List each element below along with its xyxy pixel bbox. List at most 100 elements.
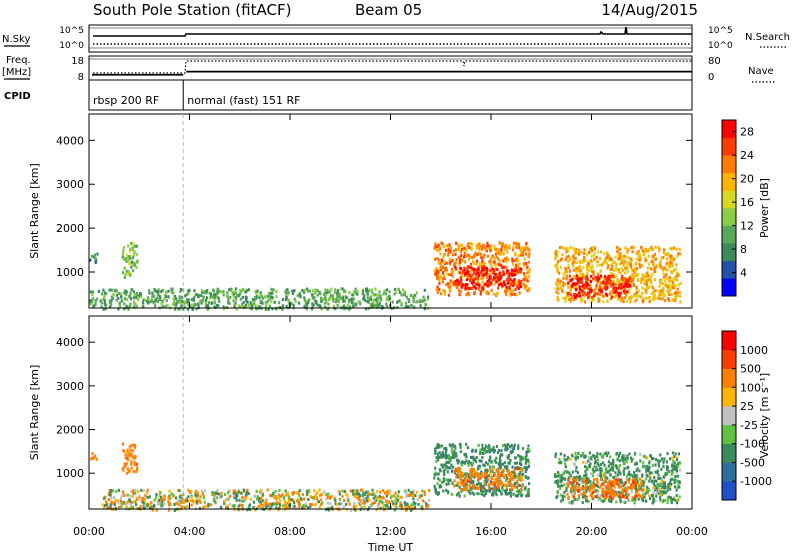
power-colorbar-swatch-9 (722, 120, 736, 138)
xtick-6: 00:00 (676, 525, 708, 538)
velocity-colorbar-swatch-5 (722, 387, 736, 407)
xtick-1: 04:00 (174, 525, 206, 538)
velocity-ytick-1: 2000 (56, 424, 84, 437)
cpid-segments: rbsp 200 RF normal (fast) 151 RF (93, 80, 300, 110)
nave-series-line (93, 60, 692, 74)
velocity-colorbar-swatch-0 (722, 481, 736, 501)
nsearch-tick-bottom: 10^0 (708, 41, 733, 51)
velocity-panel: 1000 2000 3000 4000 Slant Range [km] (28, 315, 693, 512)
power-colorbar-tick-6: 28 (740, 126, 754, 139)
power-ytick-2: 3000 (56, 178, 84, 191)
beam-label: Beam 05 (355, 1, 422, 19)
freq-panel: Freq. [MHz] 18 8 80 0 Nave (2, 55, 775, 83)
nsky-tick-top: 10^5 (59, 26, 84, 36)
xtick-5: 20:00 (576, 525, 608, 538)
power-panel: 1000 2000 3000 4000 Slant Range [km] (28, 113, 693, 311)
velocity-colorbar-tick-5: -100 (740, 438, 765, 451)
velocity-echo-region-0 (90, 452, 98, 461)
velocity-colorbar-swatch-3 (722, 424, 736, 444)
power-colorbar-tick-1: 8 (740, 243, 747, 256)
velocity-colorbar-tick-4: -25 (740, 419, 758, 432)
velocity-colorbar-swatch-7 (722, 349, 736, 369)
velocity-colorbar: 1000 500 100 25 -25 -100 -500 -1000 Velocity [m … (721, 330, 772, 501)
velocity-ylabel: Slant Range [km] (28, 365, 41, 461)
velocity-colorbar-tick-2: 100 (740, 381, 761, 394)
freq-label-line1: Freq. (6, 55, 31, 66)
power-colorbar-tick-0: 4 (740, 267, 747, 280)
power-ytick-1: 2000 (56, 222, 84, 235)
nsearch-tick-top: 10^5 (708, 26, 733, 36)
cpid-label: CPID (4, 91, 31, 102)
power-echo-region-4 (454, 265, 523, 291)
power-echo-region-6 (567, 274, 632, 300)
power-colorbar-swatch-3 (722, 225, 736, 244)
velocity-ytick-0: 1000 (56, 467, 84, 480)
nave-tick-top: 80 (708, 56, 721, 67)
nsky-label: N.Sky (2, 34, 30, 45)
velocity-colorbar-swatch-8 (722, 331, 736, 351)
power-echoes (89, 241, 682, 311)
power-ytick-3: 4000 (56, 134, 84, 147)
freq-tick-top: 18 (71, 56, 84, 67)
power-colorbar-swatch-7 (722, 155, 736, 174)
date-label: 14/Aug/2015 (601, 1, 698, 19)
velocity-colorbar-swatch-1 (722, 462, 736, 482)
nsky-tick-bottom: 10^0 (59, 41, 84, 51)
nave-tick-bottom: 0 (708, 72, 714, 83)
power-ytick-0: 1000 (56, 266, 84, 279)
velocity-echo-region-3 (433, 442, 531, 498)
nsky-series-line (93, 26, 692, 37)
power-colorbar-tick-5: 24 (740, 149, 754, 162)
power-frame (88, 113, 693, 309)
velocity-colorbar-tick-6: -500 (740, 456, 765, 469)
freq-label-line2: [MHz] (2, 67, 31, 78)
velocity-colorbar-tick-7: -1000 (740, 475, 772, 488)
freq-tick-bottom: 8 (78, 72, 84, 83)
velocity-colorbar-swatch-6 (722, 368, 736, 388)
power-colorbar-swatch-5 (722, 190, 736, 209)
xlabel: Time UT (367, 541, 413, 554)
velocity-colorbar-label: Velocity [m s⁻¹] (758, 373, 771, 458)
xtick-0: 00:00 (73, 525, 105, 538)
velocity-ytick-2: 3000 (56, 380, 84, 393)
velocity-colorbar-tick-3: 25 (740, 400, 754, 413)
power-echo-region-2 (89, 287, 430, 311)
xtick-3: 12:00 (375, 525, 407, 538)
velocity-ytick-3: 4000 (56, 336, 84, 349)
power-colorbar-swatch-4 (722, 208, 736, 226)
velocity-echo-region-4 (453, 467, 524, 492)
velocity-echo-region-2 (101, 488, 431, 512)
freq-series (92, 70, 692, 76)
nave-label: Nave (748, 66, 774, 77)
xtick-4: 16:00 (475, 525, 507, 538)
cpid-segment-0: rbsp 200 RF (93, 94, 159, 107)
nsky-panel: N.Sky 10^5 10^0 10^5 10^0 N.Search (2, 24, 790, 53)
time-axis: 00:00 04:00 08:00 12:00 16:00 20:00 00:00 Time … (73, 525, 708, 554)
velocity-colorbar-swatch-2 (722, 443, 736, 463)
velocity-echo-region-6 (566, 477, 644, 501)
velocity-colorbar-swatch-4 (722, 406, 736, 426)
power-colorbar-label: Power [dB] (758, 178, 771, 238)
nsearch-label: N.Search (745, 32, 790, 43)
power-colorbar-swatch-8 (722, 137, 736, 156)
power-ylabel: Slant Range [km] (28, 163, 41, 259)
velocity-echoes (90, 442, 682, 512)
power-colorbar-swatch-0 (722, 278, 736, 297)
power-colorbar-tick-4: 20 (740, 173, 754, 186)
power-colorbar-tick-2: 12 (740, 220, 754, 233)
power-colorbar-swatch-1 (722, 260, 736, 279)
power-colorbar-swatch-6 (722, 172, 736, 191)
velocity-echo-region-1 (121, 442, 139, 475)
xtick-2: 08:00 (274, 525, 306, 538)
velocity-colorbar-tick-0: 1000 (740, 344, 768, 357)
power-echo-region-1 (121, 241, 139, 279)
station-title: South Pole Station (fitACF) (93, 1, 291, 19)
power-colorbar-tick-3: 16 (740, 196, 754, 209)
power-colorbar-swatch-2 (722, 243, 736, 262)
cpid-segment-1: normal (fast) 151 RF (187, 94, 300, 107)
power-echo-region-0 (89, 252, 99, 264)
velocity-colorbar-tick-1: 500 (740, 363, 761, 376)
power-echo-region-3 (433, 241, 531, 297)
power-colorbar: 4 8 12 16 20 24 28 Power [dB] (721, 119, 771, 297)
